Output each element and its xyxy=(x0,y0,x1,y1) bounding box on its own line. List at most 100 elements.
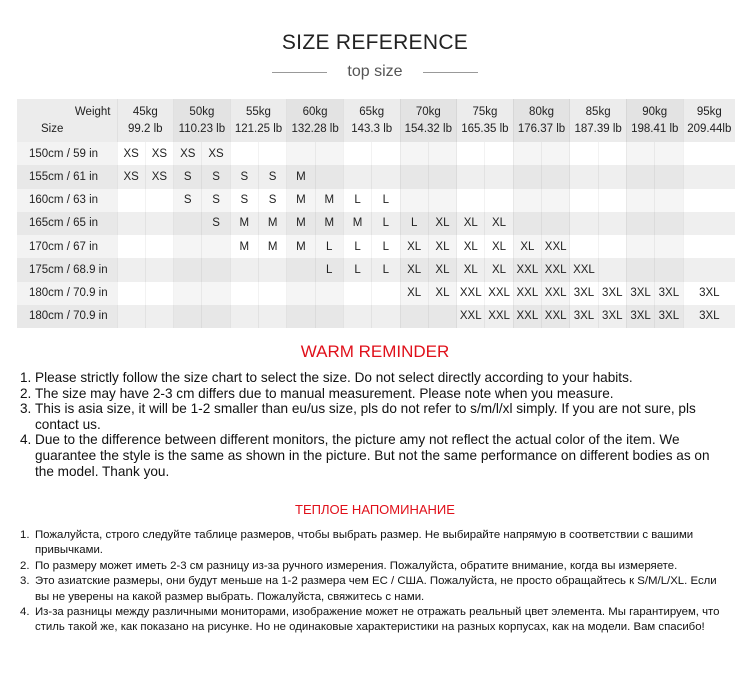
size-cell: M xyxy=(286,165,316,189)
size-cell xyxy=(597,211,627,235)
size-cell: XL xyxy=(427,281,457,305)
size-cell: XL xyxy=(484,235,514,259)
size-cell: L xyxy=(371,258,400,282)
size-cell xyxy=(399,304,429,328)
size-cell: XL xyxy=(456,211,485,235)
weight-kg: 45kg xyxy=(132,105,158,118)
weight-header: 60kg 132.28 lb xyxy=(286,99,344,142)
size-cell xyxy=(541,165,570,189)
size-cell xyxy=(399,165,429,189)
size-cell xyxy=(201,304,231,328)
size-cell xyxy=(371,142,400,166)
size-cell xyxy=(597,165,627,189)
row-size-label: 175cm / 68.9 in xyxy=(17,258,117,282)
size-label: Size xyxy=(41,123,64,135)
size-cell xyxy=(484,165,514,189)
size-cell: XS xyxy=(144,165,174,189)
size-cell xyxy=(682,142,736,166)
size-cell xyxy=(625,165,655,189)
size-cell: M xyxy=(314,188,344,212)
size-cell: XXL xyxy=(484,281,514,305)
size-cell xyxy=(229,281,259,305)
weight-kg: 65kg xyxy=(359,105,385,118)
table-row: 175cm / 68.9 in L L L XL XL XL XL XXL XXL XXL xyxy=(17,258,736,282)
warm-reminder-title: WARM REMINDER xyxy=(300,342,450,361)
size-cell xyxy=(116,235,146,259)
size-cell xyxy=(654,258,684,282)
size-cell: L xyxy=(399,211,429,235)
size-cell xyxy=(597,258,627,282)
weight-kg: 95kg xyxy=(696,105,722,118)
weight-lb: 110.23 lb xyxy=(178,122,226,135)
size-cell: XS xyxy=(201,142,231,166)
size-cell xyxy=(314,281,344,305)
size-cell xyxy=(682,235,736,259)
size-cell xyxy=(512,165,542,189)
divider-left xyxy=(272,71,328,73)
size-cell: L xyxy=(371,211,400,235)
size-cell: XXL xyxy=(569,258,599,282)
size-cell: XXL xyxy=(512,304,542,328)
page-subtitle: top size xyxy=(347,63,403,80)
size-cell: L xyxy=(342,235,372,259)
reminder-item: 2. The size may have 2-3 cm differs due t… xyxy=(20,386,720,402)
size-cell xyxy=(342,165,372,189)
corner-header: Weight Size xyxy=(17,99,117,142)
size-cell: 3XL xyxy=(569,304,599,328)
item-text: The size may have 2-3 cm differs due to … xyxy=(35,385,614,401)
size-cell xyxy=(201,235,231,259)
item-text: По размеру может иметь 2-3 см разницу из… xyxy=(35,559,678,572)
item-number: 1. xyxy=(20,370,32,385)
size-cell: XL xyxy=(512,235,542,259)
size-cell xyxy=(427,165,457,189)
size-cell xyxy=(512,211,542,235)
size-cell: S xyxy=(173,188,202,212)
item-text: Из-за разницы между различными мониторам… xyxy=(35,606,720,634)
size-cell xyxy=(625,211,655,235)
size-cell: M xyxy=(314,211,344,235)
size-cell xyxy=(314,304,344,328)
size-cell: M xyxy=(229,235,259,259)
size-cell xyxy=(654,188,684,212)
size-cell xyxy=(173,281,202,305)
row-size-label: 180cm / 70.9 in xyxy=(17,304,117,328)
size-cell: L xyxy=(342,188,372,212)
size-cell xyxy=(597,235,627,259)
size-cell: XL xyxy=(427,258,457,282)
size-cell: 3XL xyxy=(682,304,736,328)
row-size-label: 170cm / 67 in xyxy=(17,235,117,259)
row-size-label: 165cm / 65 in xyxy=(17,211,117,235)
item-text: Это азиатские размеры, они будут меньше … xyxy=(35,575,717,603)
item-number: 4. xyxy=(20,606,30,619)
size-cell: XL xyxy=(399,281,429,305)
size-cell: 3XL xyxy=(597,281,627,305)
size-cell: XS xyxy=(116,142,146,166)
weight-kg: 60kg xyxy=(302,105,328,118)
item-text: This is asia size, it will be 1-2 smalle… xyxy=(35,401,696,432)
size-cell: L xyxy=(371,188,400,212)
weight-lb: 121.25 lb xyxy=(234,122,283,135)
size-cell: S xyxy=(201,211,231,235)
weight-lb: 132.28 lb xyxy=(291,122,339,135)
size-cell xyxy=(541,211,570,235)
size-cell xyxy=(654,165,684,189)
weight-header: 95kg 209.44lb xyxy=(682,99,736,142)
size-cell xyxy=(257,142,287,166)
size-cell xyxy=(144,211,174,235)
weight-kg: 90kg xyxy=(642,105,668,118)
size-cell: XL xyxy=(456,258,485,282)
size-cell xyxy=(399,142,429,166)
size-cell: S xyxy=(229,165,259,189)
table-row: 180cm / 70.9 in XL XL XXL XXL XXL XXL 3XL 3XL 3XL… xyxy=(17,281,736,305)
weight-lb: 99.2 lb xyxy=(128,122,163,135)
size-cell: S xyxy=(257,165,287,189)
size-cell: M xyxy=(286,235,316,259)
size-cell xyxy=(569,235,599,259)
size-cell xyxy=(342,304,372,328)
size-cell xyxy=(654,235,684,259)
weight-header: 90kg 198.41 lb xyxy=(625,99,684,142)
size-cell xyxy=(257,304,287,328)
size-cell xyxy=(625,142,655,166)
size-cell xyxy=(371,281,400,305)
row-size-label: 155cm / 61 in xyxy=(17,165,117,189)
